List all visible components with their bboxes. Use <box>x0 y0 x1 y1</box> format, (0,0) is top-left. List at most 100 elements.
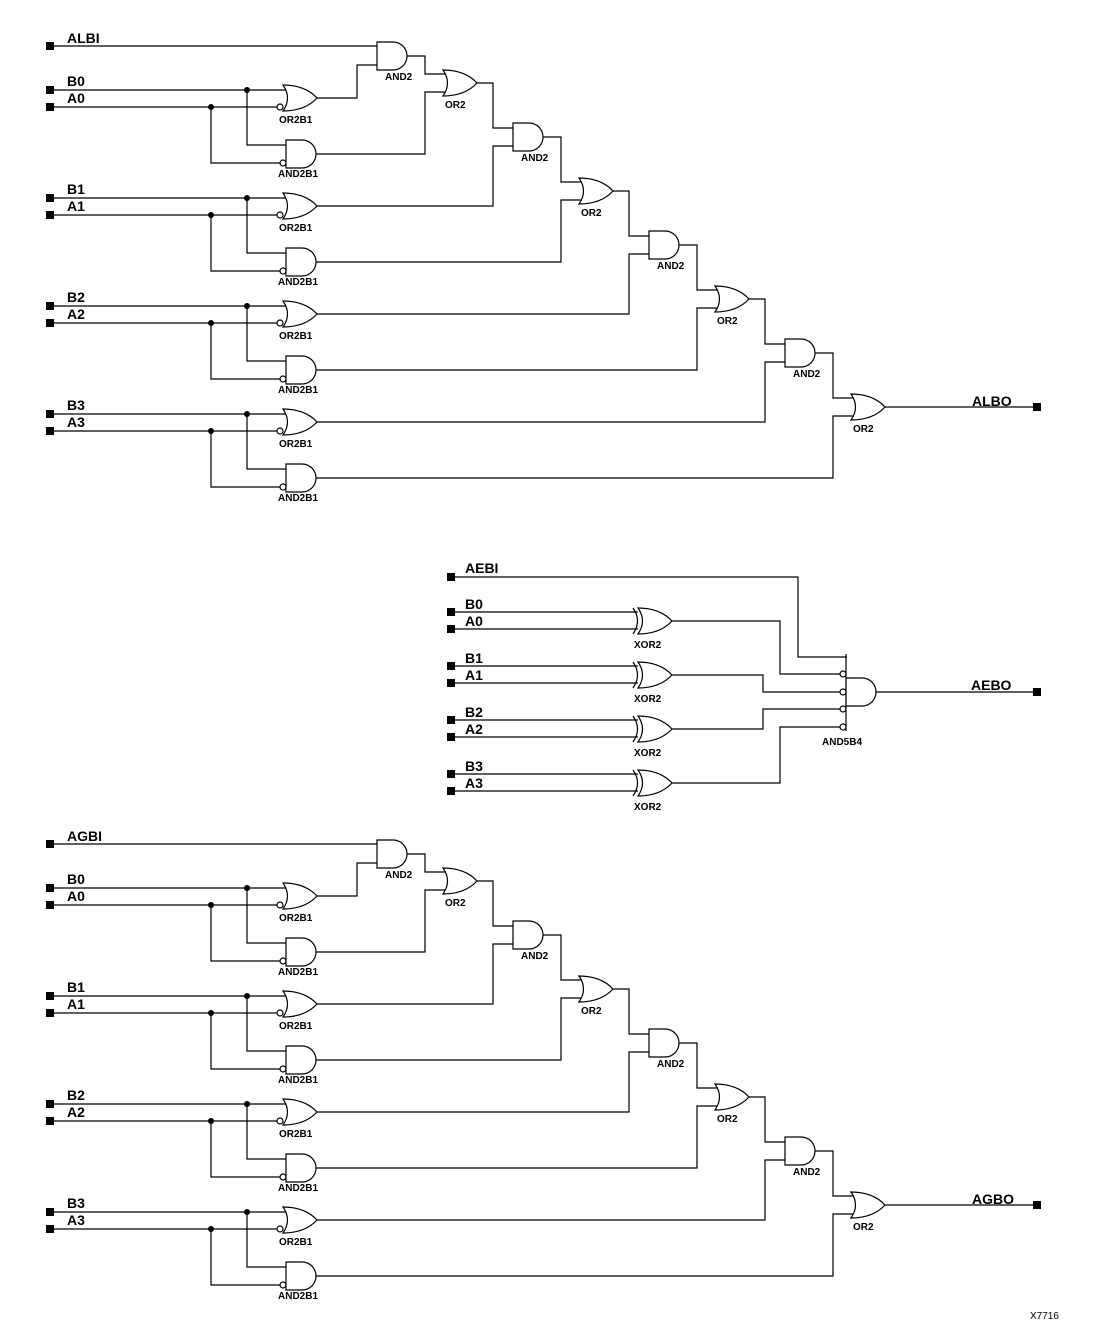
and2b1-gate-3 <box>285 1261 317 1291</box>
eq-port-a0 <box>447 625 455 633</box>
or2-gate-2 <box>713 285 750 313</box>
or2-label-1: OR2 <box>581 208 602 219</box>
wire <box>316 91 447 155</box>
aebi-label: AEBI <box>465 560 498 576</box>
and2-label-0: AND2 <box>385 870 413 881</box>
port-a0 <box>46 901 54 909</box>
wire <box>543 934 583 981</box>
label-b2: B2 <box>67 289 85 305</box>
eq-label-a1: A1 <box>465 667 483 683</box>
or2b1-gate-1 <box>281 192 318 220</box>
label-b3: B3 <box>67 397 85 413</box>
wire <box>543 136 583 183</box>
eq-port-a1 <box>447 679 455 687</box>
and2-label-1: AND2 <box>521 153 549 164</box>
port-a2 <box>46 1117 54 1125</box>
wire <box>613 190 649 237</box>
eq-label-b2: B2 <box>465 704 483 720</box>
wire <box>316 1159 785 1221</box>
eq-label-a3: A3 <box>465 775 483 791</box>
and2b1-label-2: AND2B1 <box>278 1183 318 1194</box>
and2b1-gate-0 <box>285 139 317 169</box>
inversion-bubble <box>276 901 284 909</box>
wire <box>679 1042 719 1089</box>
wire <box>210 1229 280 1286</box>
and2-label-0: AND2 <box>385 72 413 83</box>
or2-label-2: OR2 <box>717 1114 738 1125</box>
or2-label-1: OR2 <box>581 1006 602 1017</box>
port-a3 <box>46 427 54 435</box>
port-b3 <box>46 410 54 418</box>
port-a1 <box>46 1009 54 1017</box>
eq-label-b3: B3 <box>465 758 483 774</box>
wire <box>672 620 840 675</box>
wire <box>477 82 513 129</box>
and2b1-label-2: AND2B1 <box>278 385 318 396</box>
and2b1-label-0: AND2B1 <box>278 169 318 180</box>
port-a0 <box>46 103 54 111</box>
or2b1-gate-3 <box>281 408 318 436</box>
or2-label-3: OR2 <box>853 1222 874 1233</box>
wire <box>679 244 719 291</box>
and2b1-gate-0 <box>285 937 317 967</box>
label-b2: B2 <box>67 1087 85 1103</box>
wire <box>316 199 583 263</box>
and2-gate-1 <box>512 920 544 950</box>
wire <box>316 415 855 479</box>
or2-gate-2 <box>713 1083 750 1111</box>
wire <box>246 306 292 362</box>
and2b1-gate-2 <box>285 1153 317 1183</box>
inversion-bubble <box>279 957 287 965</box>
and2-label-3: AND2 <box>793 1167 821 1178</box>
wire <box>749 298 785 345</box>
or2b1-gate-0 <box>281 882 318 910</box>
and2-gate-3 <box>784 1136 816 1166</box>
label-a2: A2 <box>67 1104 85 1120</box>
or2-label-2: OR2 <box>717 316 738 327</box>
wire <box>316 307 719 371</box>
wire <box>316 1105 719 1169</box>
and2-gate-2 <box>648 230 680 260</box>
xor2-label-1: XOR2 <box>634 694 662 705</box>
wire <box>246 888 292 944</box>
and2-label-2: AND2 <box>657 1059 685 1070</box>
wire <box>407 853 447 873</box>
label-b1: B1 <box>67 181 85 197</box>
wire <box>210 1121 280 1178</box>
greater-than-output-label: AGBO <box>972 1191 1014 1207</box>
less-than-albi-port <box>46 42 54 50</box>
port-a1 <box>46 211 54 219</box>
wire <box>815 1150 855 1197</box>
xor2-gate-2-back-arc <box>632 715 639 743</box>
wire <box>672 726 840 784</box>
wire <box>316 889 447 953</box>
and2-label-1: AND2 <box>521 951 549 962</box>
and2-gate-0 <box>376 41 408 71</box>
wire <box>477 880 513 927</box>
or2b1-label-0: OR2B1 <box>279 115 313 126</box>
xor2-gate-1 <box>636 661 673 689</box>
or2b1-label-1: OR2B1 <box>279 223 313 234</box>
wire <box>316 862 377 897</box>
wire <box>210 323 280 380</box>
eq-label-b1: B1 <box>465 650 483 666</box>
and2-gate-3 <box>784 338 816 368</box>
wire <box>407 55 447 75</box>
wire <box>246 90 292 146</box>
and2-gate-0 <box>376 839 408 869</box>
label-b3: B3 <box>67 1195 85 1211</box>
or2-gate-0 <box>441 69 478 97</box>
aebo-port <box>1033 688 1041 696</box>
and2-gate-2 <box>648 1028 680 1058</box>
or2-gate-3 <box>849 393 886 421</box>
and5b4-gate <box>845 677 877 707</box>
wire <box>316 1213 855 1277</box>
xor2-gate-3 <box>636 769 673 797</box>
inversion-bubble <box>279 159 287 167</box>
port-a3 <box>46 1225 54 1233</box>
label-a1: A1 <box>67 996 85 1012</box>
xor2-label-3: XOR2 <box>634 802 662 813</box>
inversion-bubble <box>279 1281 287 1289</box>
or2b1-gate-0 <box>281 84 318 112</box>
port-b1 <box>46 992 54 1000</box>
